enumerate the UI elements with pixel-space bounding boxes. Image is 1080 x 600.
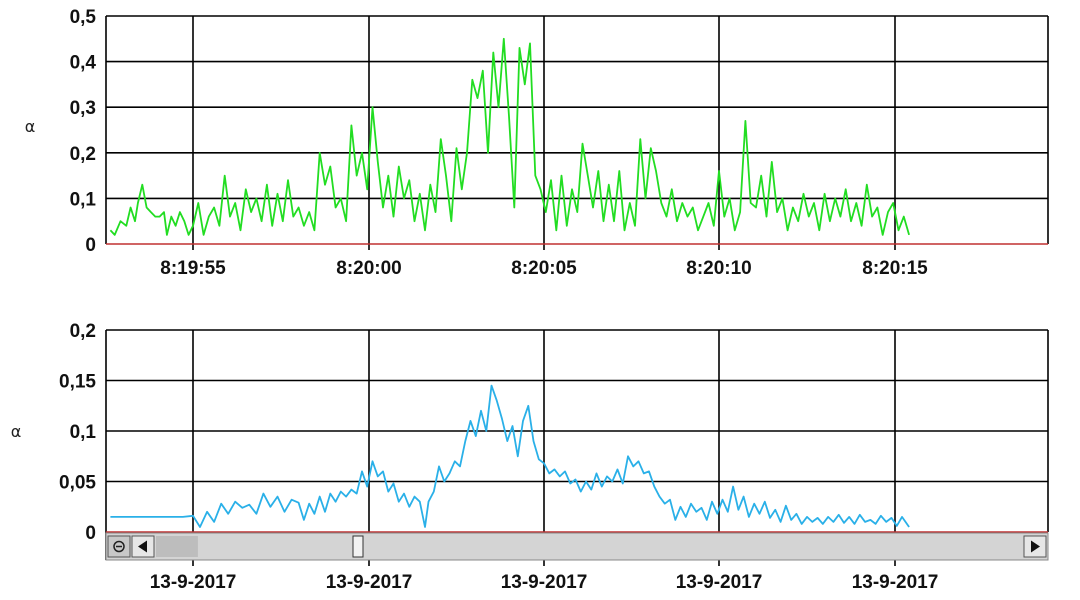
scrollbar-track[interactable] — [105, 532, 1049, 561]
x-tick-label: 8:20:05 — [511, 258, 577, 279]
y-tick-label: 0 — [85, 235, 96, 256]
y-tick-label: 0,5 — [70, 7, 97, 28]
y-axis-label: α — [11, 422, 22, 441]
y-tick-label: 0,4 — [70, 53, 97, 74]
y-tick-label: 0,3 — [70, 98, 96, 119]
x-tick-label: 8:20:00 — [336, 258, 402, 279]
x-tick-label: 8:19:55 — [160, 258, 226, 279]
y-tick-label: 0,2 — [70, 144, 96, 165]
x-tick-label: 8:20:10 — [686, 258, 752, 279]
x-tick-label: 13-9-2017 — [501, 572, 588, 593]
y-tick-label: 0,05 — [59, 473, 96, 494]
series-line — [110, 384, 910, 528]
left-arrow-icon — [138, 540, 147, 553]
x-tick-label: 13-9-2017 — [676, 572, 763, 593]
y-tick-label: 0 — [85, 523, 96, 544]
zoom-reset-icon — [113, 540, 125, 553]
x-tick-label: 13-9-2017 — [150, 572, 237, 593]
x-tick-label: 8:20:15 — [862, 258, 928, 279]
y-tick-label: 0,1 — [70, 189, 97, 210]
y-tick-label: 0,1 — [70, 422, 97, 443]
right-arrow-icon — [1031, 540, 1040, 553]
y-tick-label: 0,2 — [70, 321, 96, 342]
y-tick-label: 0,15 — [59, 372, 96, 393]
series-line — [109, 37, 910, 236]
x-tick-label: 13-9-2017 — [326, 572, 413, 593]
scrollbar-track-filled — [156, 536, 198, 557]
y-axis-label: α — [25, 117, 36, 136]
scrollbar-thumb[interactable] — [352, 535, 364, 558]
x-tick-label: 13-9-2017 — [852, 572, 939, 593]
